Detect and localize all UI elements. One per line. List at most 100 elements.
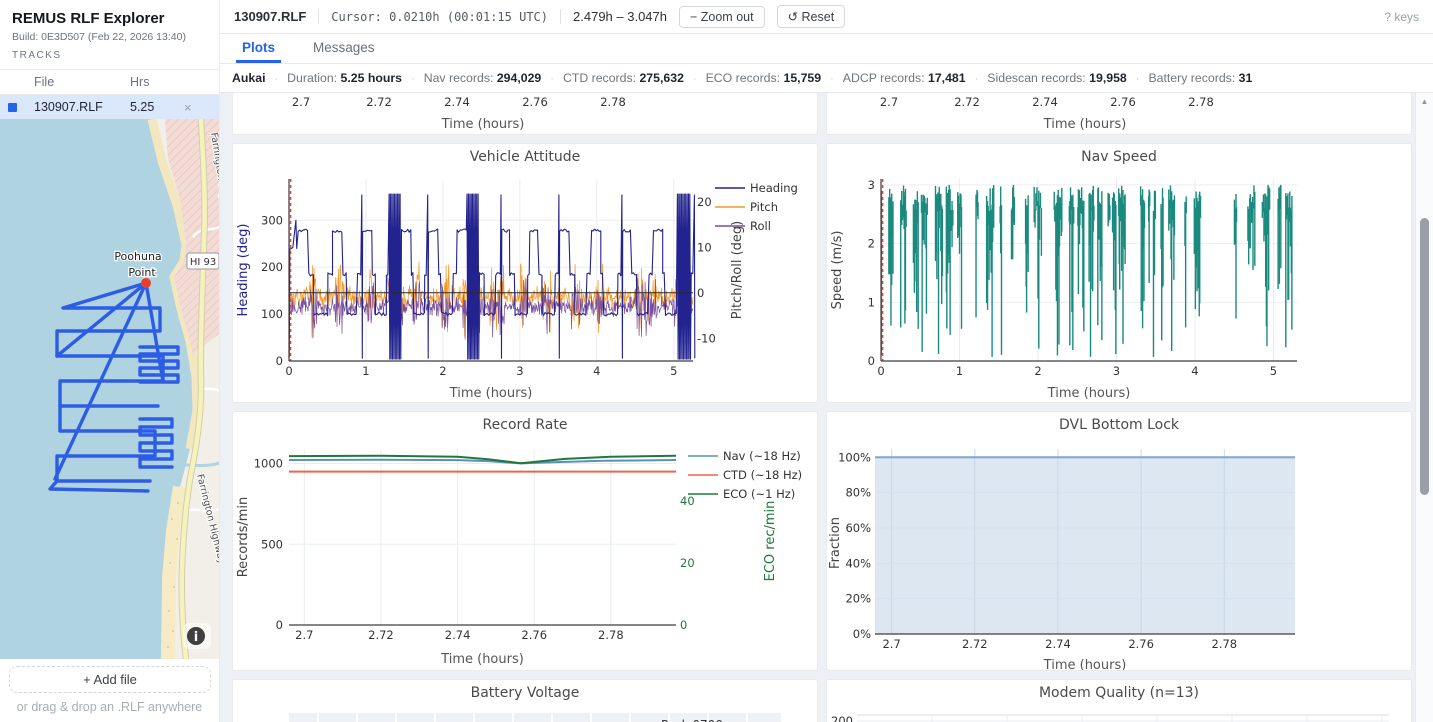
tab-plots[interactable]: Plots xyxy=(240,35,277,63)
y-axis-title: Heading (deg) xyxy=(236,224,251,317)
scrollbar-thumb[interactable] xyxy=(1420,218,1429,495)
x-tick-label: 2.74 xyxy=(444,95,470,109)
x-tick-label: 2 xyxy=(1034,364,1041,378)
x-axis-title: Time (hours) xyxy=(440,652,524,667)
summary-stat: Sidescan records: 19,958 xyxy=(987,71,1126,85)
y-tick-label: 80% xyxy=(845,486,871,500)
y-tick-label: 200 xyxy=(261,260,283,274)
x-tick-label: 2.72 xyxy=(366,95,392,109)
keyboard-shortcuts-hint[interactable]: ? keys xyxy=(1384,10,1419,24)
y-tick-label: 2 xyxy=(868,237,875,251)
summary-stat: ADCP records: 17,481 xyxy=(843,71,966,85)
plot-title: Modem Quality (n=13) xyxy=(827,680,1411,707)
reset-button[interactable]: ↺ Reset xyxy=(777,5,846,28)
x-tick-label: 2.74 xyxy=(1032,95,1058,109)
y2-tick-label: 0 xyxy=(680,618,687,632)
plot-card-depth-left[interactable]: 2.72.722.742.762.78Time (hours) xyxy=(232,93,818,135)
plots-grid: 2.72.722.742.762.78Time (hours) 2.72.722… xyxy=(220,93,1433,722)
plot-card-vehicle-attitude[interactable]: Vehicle Attitude 0100200300-100102001234… xyxy=(232,143,818,403)
dot-separator: · xyxy=(275,73,279,85)
cursor-readout: Cursor: 0.0210h (00:01:15 UTC) xyxy=(331,10,548,24)
svg-text:i: i xyxy=(194,630,198,645)
tab-bar: Plots Messages xyxy=(220,34,1433,64)
x-tick-label: 2.76 xyxy=(521,628,547,642)
x-tick-label: 1 xyxy=(362,364,369,378)
y-tick-label: 40% xyxy=(845,556,871,570)
legend-label: Heading xyxy=(750,181,798,195)
y-tick-label: 1 xyxy=(868,295,875,309)
top-bar: 130907.RLF Cursor: 0.0210h (00:01:15 UTC… xyxy=(220,0,1433,34)
tab-messages[interactable]: Messages xyxy=(311,35,377,63)
plot-card-dvl-bottom-lock[interactable]: DVL Bottom Lock 0%20%40%60%80%100%2.72.7… xyxy=(826,411,1412,671)
legend-label: CTD (~18 Hz) xyxy=(723,468,802,482)
summary-stat: Battery records: 31 xyxy=(1148,71,1252,85)
x-tick-label: 2 xyxy=(439,364,446,378)
legend-label: Roll xyxy=(750,219,771,233)
x-tick-label: 4 xyxy=(1191,364,1198,378)
dot-separator: · xyxy=(411,73,415,85)
plot-card-modem-quality[interactable]: Modem Quality (n=13) 200 xyxy=(826,679,1412,722)
file-row[interactable]: 130907.RLF 5.25 × xyxy=(0,95,219,119)
sidebar-header: REMUS RLF Explorer Build: 0E3D507 (Feb 2… xyxy=(0,0,219,61)
svg-text:HI 93: HI 93 xyxy=(190,257,216,268)
dot-separator: · xyxy=(830,73,834,85)
dot-separator: · xyxy=(1136,73,1140,85)
legend-label: Pitch xyxy=(750,200,778,214)
y-tick-label: 300 xyxy=(261,213,283,227)
legend-label: Pack 0700 xyxy=(661,718,723,722)
rate-series-line xyxy=(289,460,676,464)
vertical-scrollbar[interactable]: ▲ xyxy=(1415,93,1433,722)
dot-separator: · xyxy=(550,73,554,85)
track-start-dot xyxy=(141,278,151,288)
x-axis-title: Time (hours) xyxy=(1043,658,1127,671)
file-table: File Hrs 130907.RLF 5.25 × xyxy=(0,69,219,119)
app-title: REMUS RLF Explorer xyxy=(12,10,207,27)
attribution-info-icon[interactable]: i xyxy=(183,623,211,649)
summary-stat: Duration: 5.25 hours xyxy=(287,71,402,85)
x-tick-label: 2.74 xyxy=(445,628,471,642)
y-tick-label: 100% xyxy=(838,450,871,464)
y-tick-label: 3 xyxy=(868,178,875,192)
x-tick-label: 3 xyxy=(1113,364,1120,378)
plot-title: DVL Bottom Lock xyxy=(827,412,1411,439)
x-tick-label: 5 xyxy=(670,364,677,378)
plot-card-depth-right[interactable]: 2.72.722.742.762.78Time (hours) xyxy=(826,93,1412,135)
current-file-label: 130907.RLF xyxy=(234,9,306,24)
y-tick-label: 100 xyxy=(261,307,283,321)
x-tick-label: 2.7 xyxy=(295,628,313,642)
x-tick-label: 2.78 xyxy=(1212,637,1238,651)
summary-stat: CTD records: 275,632 xyxy=(563,71,684,85)
plot-card-record-rate[interactable]: Record Rate 05001000020402.72.722.742.76… xyxy=(232,411,818,671)
close-file-icon[interactable]: × xyxy=(184,100,192,115)
x-tick-label: 0 xyxy=(877,364,884,378)
x-tick-label: 2.7 xyxy=(882,637,900,651)
y2-axis-title: Pitch/Roll (deg) xyxy=(730,221,745,319)
x-tick-label: 2.78 xyxy=(600,95,626,109)
plot-card-battery-voltage[interactable]: Battery Voltage Pack 0700 xyxy=(232,679,818,722)
x-tick-label: 0 xyxy=(285,364,292,378)
scrollbar-up-icon[interactable]: ▲ xyxy=(1416,93,1433,106)
y2-tick-label: -10 xyxy=(697,331,716,345)
add-file-button[interactable]: + Add file xyxy=(9,666,211,693)
time-range-label: 2.479h – 3.047h xyxy=(573,9,667,24)
divider xyxy=(560,9,561,24)
x-tick-label: 2.72 xyxy=(954,95,980,109)
y-tick-label: 0 xyxy=(868,354,875,368)
legend-label: ECO (~1 Hz) xyxy=(723,487,795,501)
x-tick-label: 5 xyxy=(1270,364,1277,378)
zoom-out-button[interactable]: − Zoom out xyxy=(679,6,765,28)
drop-hint: or drag & drop an .RLF anywhere xyxy=(0,700,219,714)
track-map[interactable]: Poohuna Point HI 93 Farrington Highway F… xyxy=(0,119,219,659)
x-tick-label: 2.7 xyxy=(292,95,310,109)
dot-separator: · xyxy=(975,73,979,85)
y2-tick-label: 20 xyxy=(680,556,695,570)
y-tick-label: 20% xyxy=(845,592,871,606)
hours-column-header: Hrs xyxy=(130,75,184,89)
y2-tick-label: 10 xyxy=(697,240,712,254)
y-tick-label: 0% xyxy=(853,627,871,641)
x-tick-label: 2.78 xyxy=(1188,95,1214,109)
file-hours: 5.25 xyxy=(130,100,184,114)
y-axis-title: Fraction xyxy=(828,517,843,569)
x-tick-label: 2.7 xyxy=(880,95,898,109)
plot-card-nav-speed[interactable]: Nav Speed 0123012345Speed (m/s)Time (hou… xyxy=(826,143,1412,403)
